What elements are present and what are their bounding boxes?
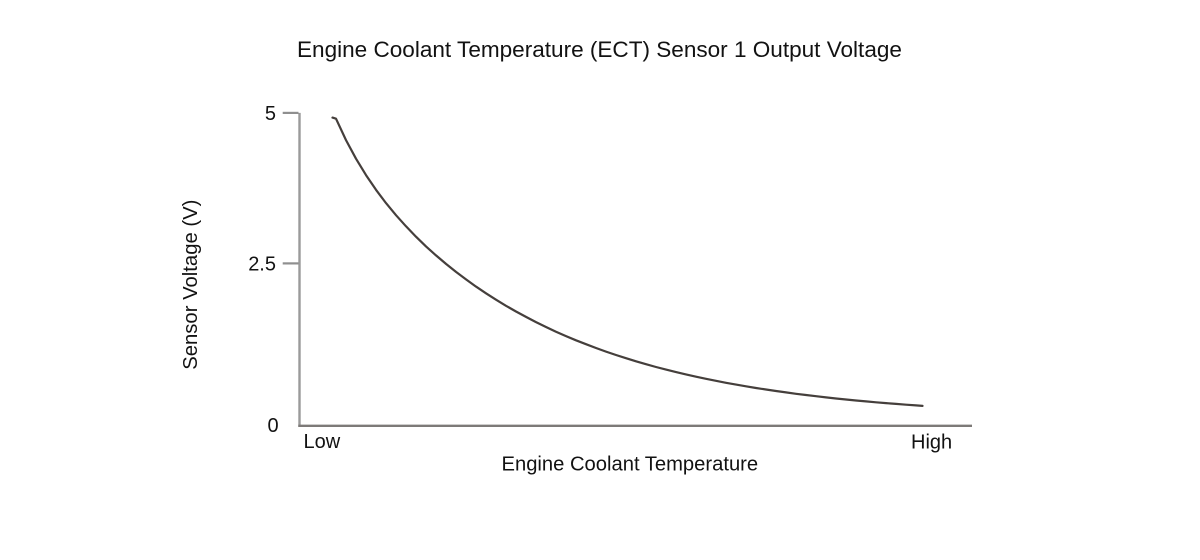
svg-text:Engine Coolant Temperature: Engine Coolant Temperature [502,454,759,476]
svg-text:Low: Low [304,431,341,453]
svg-text:Engine Coolant Temperature (EC: Engine Coolant Temperature (ECT) Sensor … [297,37,902,62]
svg-text:5: 5 [265,103,276,125]
svg-text:High: High [911,432,952,454]
svg-text:Sensor Voltage (V): Sensor Voltage (V) [180,200,202,370]
svg-text:0: 0 [267,415,278,437]
svg-text:2.5: 2.5 [248,254,276,276]
